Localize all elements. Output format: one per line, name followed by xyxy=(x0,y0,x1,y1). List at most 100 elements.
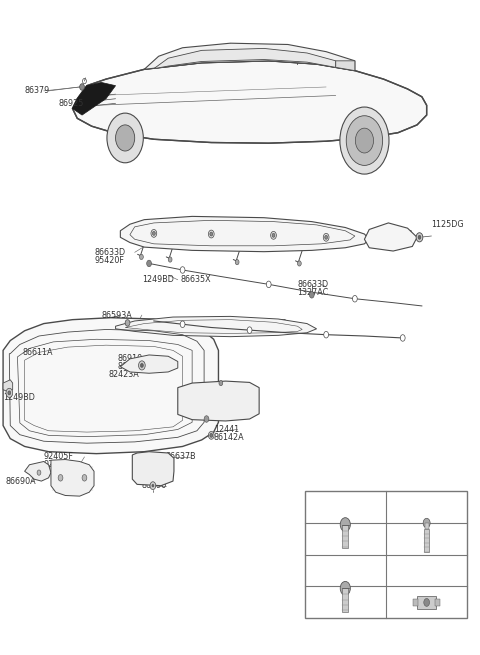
Circle shape xyxy=(346,116,383,166)
Circle shape xyxy=(340,107,389,174)
Polygon shape xyxy=(178,381,259,421)
Circle shape xyxy=(355,128,373,153)
Text: 86620: 86620 xyxy=(128,324,153,333)
Text: 86642A: 86642A xyxy=(384,237,414,246)
Circle shape xyxy=(324,235,327,239)
Polygon shape xyxy=(120,355,178,373)
Circle shape xyxy=(139,361,145,370)
Circle shape xyxy=(141,364,144,367)
Text: 86613C: 86613C xyxy=(218,400,249,409)
Text: 1244KE: 1244KE xyxy=(209,390,239,400)
Text: 86614D: 86614D xyxy=(218,407,250,417)
Circle shape xyxy=(116,125,135,151)
Circle shape xyxy=(400,335,405,341)
Text: 86637B: 86637B xyxy=(166,453,196,461)
Text: 86633X: 86633X xyxy=(266,221,297,231)
Text: 86925: 86925 xyxy=(58,100,84,109)
Circle shape xyxy=(310,291,314,298)
Circle shape xyxy=(153,231,156,235)
Text: 86633D: 86633D xyxy=(94,248,125,257)
Text: 86635X: 86635X xyxy=(180,275,211,284)
Text: 1327AC: 1327AC xyxy=(298,288,329,297)
Text: 86848A: 86848A xyxy=(118,362,148,371)
Text: 1249NL: 1249NL xyxy=(330,566,360,575)
Circle shape xyxy=(210,232,213,236)
Circle shape xyxy=(340,517,350,531)
Circle shape xyxy=(82,475,87,481)
Text: 86634X: 86634X xyxy=(266,229,297,238)
Text: 1125DG: 1125DG xyxy=(432,220,464,229)
Text: 92406F: 92406F xyxy=(44,460,73,469)
Polygon shape xyxy=(3,380,12,393)
Text: 86379: 86379 xyxy=(24,86,50,96)
Circle shape xyxy=(323,233,329,241)
Circle shape xyxy=(204,416,209,422)
Circle shape xyxy=(8,391,11,395)
Text: 1249BD: 1249BD xyxy=(142,275,174,284)
Polygon shape xyxy=(120,216,369,252)
Circle shape xyxy=(147,260,152,267)
Polygon shape xyxy=(24,462,51,481)
Bar xyxy=(413,599,418,607)
Circle shape xyxy=(271,231,276,239)
Text: 1249BD: 1249BD xyxy=(3,393,35,402)
Circle shape xyxy=(168,257,172,262)
Polygon shape xyxy=(72,61,427,143)
Circle shape xyxy=(58,475,63,481)
Bar xyxy=(342,525,348,548)
Bar xyxy=(435,599,440,607)
Polygon shape xyxy=(144,43,355,71)
Circle shape xyxy=(340,582,350,595)
Text: 86631B: 86631B xyxy=(314,229,345,238)
Circle shape xyxy=(352,295,357,302)
Circle shape xyxy=(140,254,144,259)
Text: 86611A: 86611A xyxy=(22,348,53,357)
Circle shape xyxy=(208,432,214,440)
Circle shape xyxy=(37,470,41,476)
Bar xyxy=(425,523,429,529)
Circle shape xyxy=(210,434,213,438)
Circle shape xyxy=(247,327,252,333)
Polygon shape xyxy=(72,83,116,115)
Circle shape xyxy=(416,233,423,242)
Circle shape xyxy=(150,481,156,489)
Polygon shape xyxy=(154,48,336,69)
Bar xyxy=(424,529,429,552)
Text: 86633D: 86633D xyxy=(298,280,328,289)
Polygon shape xyxy=(132,452,174,485)
Text: 86590: 86590 xyxy=(142,481,167,490)
Text: 91880E: 91880E xyxy=(257,319,287,328)
Text: 86641A: 86641A xyxy=(384,229,414,238)
Polygon shape xyxy=(116,316,317,337)
Bar xyxy=(417,596,436,609)
Text: 92405F: 92405F xyxy=(44,453,73,461)
Text: 86593A: 86593A xyxy=(101,310,132,320)
Circle shape xyxy=(298,261,301,266)
Circle shape xyxy=(423,518,430,528)
Circle shape xyxy=(152,484,154,487)
Text: 95420F: 95420F xyxy=(94,255,124,265)
Circle shape xyxy=(424,599,430,607)
Circle shape xyxy=(80,84,84,90)
Polygon shape xyxy=(51,460,94,496)
Text: 82423A: 82423A xyxy=(108,370,139,379)
Text: 86690A: 86690A xyxy=(5,477,36,485)
Circle shape xyxy=(208,230,214,238)
Circle shape xyxy=(151,229,157,237)
Circle shape xyxy=(418,235,421,239)
Circle shape xyxy=(266,281,271,288)
Circle shape xyxy=(324,331,328,338)
Text: 86910: 86910 xyxy=(118,354,143,364)
Circle shape xyxy=(6,388,12,398)
Bar xyxy=(342,588,348,612)
Bar xyxy=(305,491,468,618)
Text: 86142A: 86142A xyxy=(214,433,244,442)
Circle shape xyxy=(219,381,223,386)
Polygon shape xyxy=(3,318,218,454)
Circle shape xyxy=(180,267,185,273)
Circle shape xyxy=(180,321,185,328)
Circle shape xyxy=(272,233,275,237)
Circle shape xyxy=(235,259,239,265)
Text: 1249LG: 1249LG xyxy=(330,502,361,512)
Polygon shape xyxy=(336,61,355,71)
